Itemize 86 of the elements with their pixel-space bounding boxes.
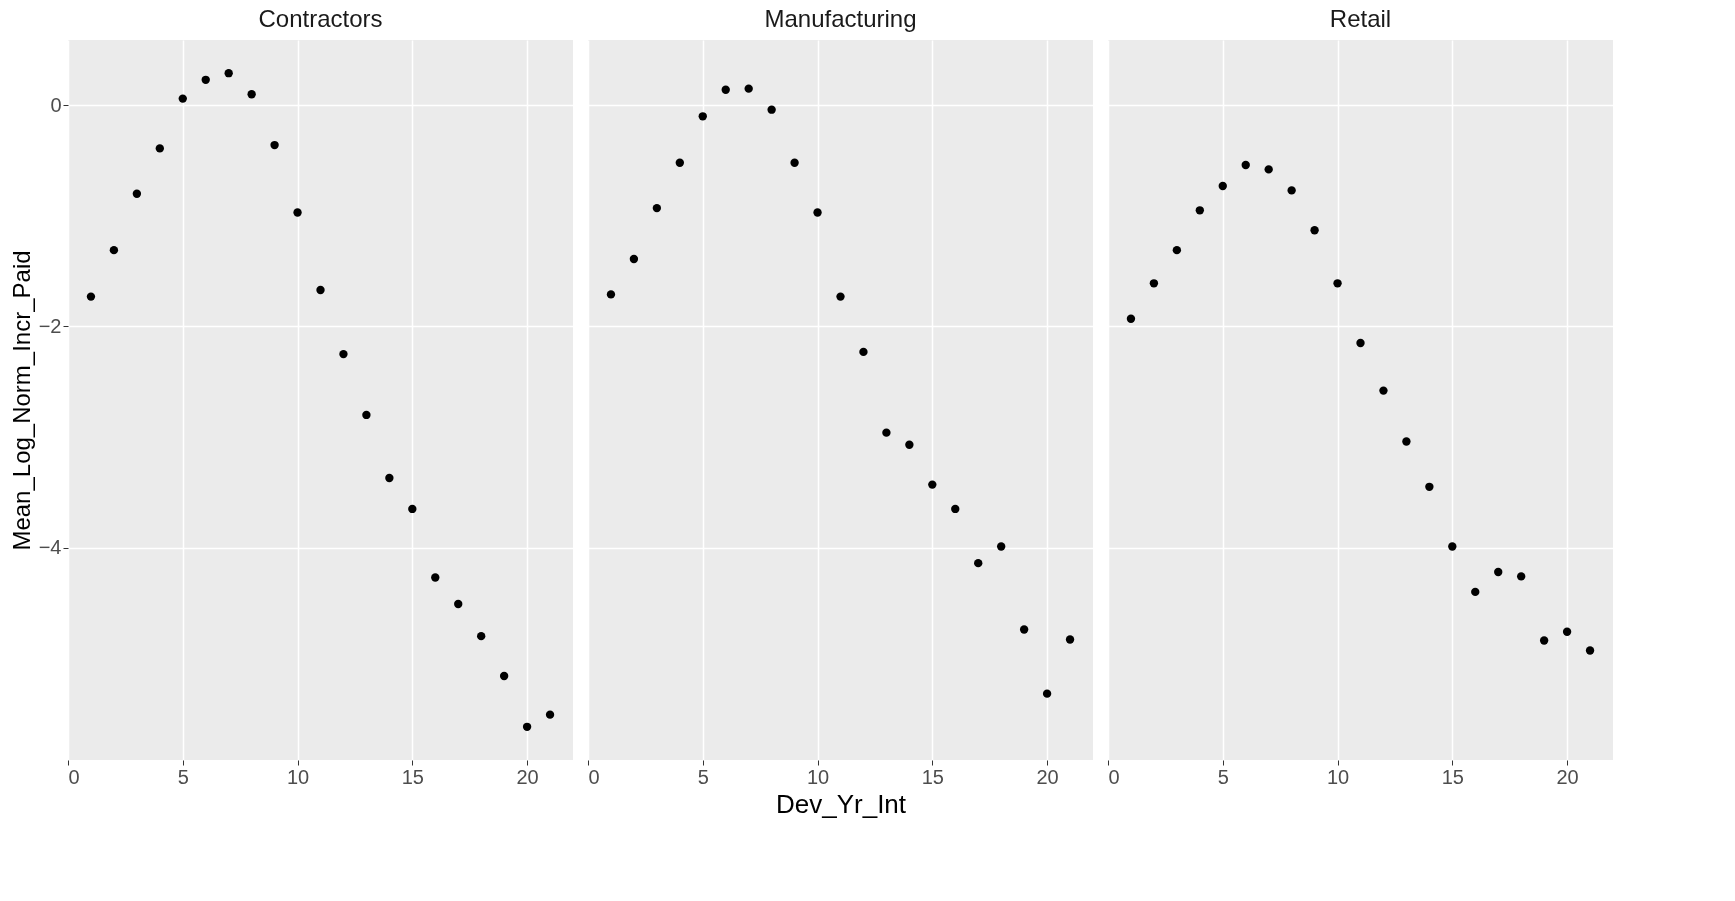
point <box>339 349 348 359</box>
x-tick-label: 5 <box>697 765 709 788</box>
point <box>1264 165 1273 174</box>
point <box>1562 627 1572 636</box>
point <box>698 112 707 121</box>
point <box>652 203 662 213</box>
point <box>1126 314 1136 323</box>
point <box>928 480 937 489</box>
point <box>1471 587 1480 597</box>
point <box>385 473 394 483</box>
y-tick-label: −4 <box>38 536 62 559</box>
point <box>201 75 210 84</box>
x-axis-title: Dev_Yr_Int <box>775 788 907 819</box>
point <box>1042 689 1052 698</box>
point <box>1356 338 1365 348</box>
point <box>882 428 891 437</box>
point <box>408 504 417 514</box>
y-axis-title: Mean_Log_Norm_Incr_Paid <box>7 250 35 551</box>
chart-title: Manufacturing <box>764 5 917 32</box>
point <box>1065 635 1075 644</box>
x-tick-label: 15 <box>401 765 424 788</box>
x-tick-label: 15 <box>1441 765 1464 788</box>
x-tick-label: 5 <box>1217 765 1229 788</box>
point <box>1218 181 1227 191</box>
point <box>247 90 256 99</box>
x-tick-label: 10 <box>286 765 310 788</box>
point <box>721 85 730 94</box>
point <box>1019 625 1029 634</box>
point <box>1425 482 1434 491</box>
x-tick-label: 5 <box>177 765 189 788</box>
point <box>905 440 914 449</box>
point <box>545 710 555 719</box>
point <box>132 189 142 198</box>
point <box>836 292 845 301</box>
point <box>1402 437 1411 446</box>
point <box>316 285 325 295</box>
point <box>813 208 822 217</box>
point <box>270 140 279 150</box>
point <box>1172 245 1182 255</box>
point <box>522 722 532 731</box>
point <box>1517 572 1526 581</box>
y-tick-label: −2 <box>38 314 62 337</box>
x-tick-label: 20 <box>1556 765 1579 788</box>
point <box>454 599 463 609</box>
point <box>1539 636 1549 645</box>
point <box>1333 279 1342 288</box>
point <box>790 158 799 167</box>
point <box>997 542 1006 551</box>
point <box>1448 542 1457 551</box>
x-tick-label: 15 <box>921 765 944 788</box>
point <box>1494 567 1503 577</box>
point <box>1195 206 1204 215</box>
point <box>1310 226 1319 235</box>
point <box>1287 186 1296 195</box>
point <box>293 208 302 217</box>
point <box>859 347 868 357</box>
point <box>499 671 509 681</box>
point <box>951 504 960 514</box>
point <box>1241 160 1250 170</box>
x-tick-label: 10 <box>806 765 830 788</box>
x-tick-label: 0 <box>1108 765 1120 788</box>
point <box>744 84 753 93</box>
chart-title: Contractors <box>258 5 383 32</box>
point <box>155 144 164 153</box>
point <box>109 245 119 255</box>
point <box>1149 279 1159 288</box>
point <box>606 290 616 299</box>
point <box>767 105 776 114</box>
chart-title: Retail <box>1329 5 1392 32</box>
y-tick-label: 0 <box>50 93 62 116</box>
point <box>362 410 371 420</box>
point <box>629 254 639 264</box>
point <box>675 158 684 167</box>
point <box>974 558 983 568</box>
point <box>224 69 233 78</box>
point <box>178 94 187 103</box>
point <box>1585 646 1595 655</box>
point <box>86 292 96 301</box>
x-tick-label: 0 <box>588 765 600 788</box>
x-tick-label: 20 <box>516 765 539 788</box>
point <box>1379 386 1388 395</box>
x-tick-label: 20 <box>1036 765 1059 788</box>
point <box>431 573 440 582</box>
point <box>477 631 486 641</box>
x-tick-label: 10 <box>1326 765 1350 788</box>
x-tick-label: 0 <box>68 765 80 788</box>
